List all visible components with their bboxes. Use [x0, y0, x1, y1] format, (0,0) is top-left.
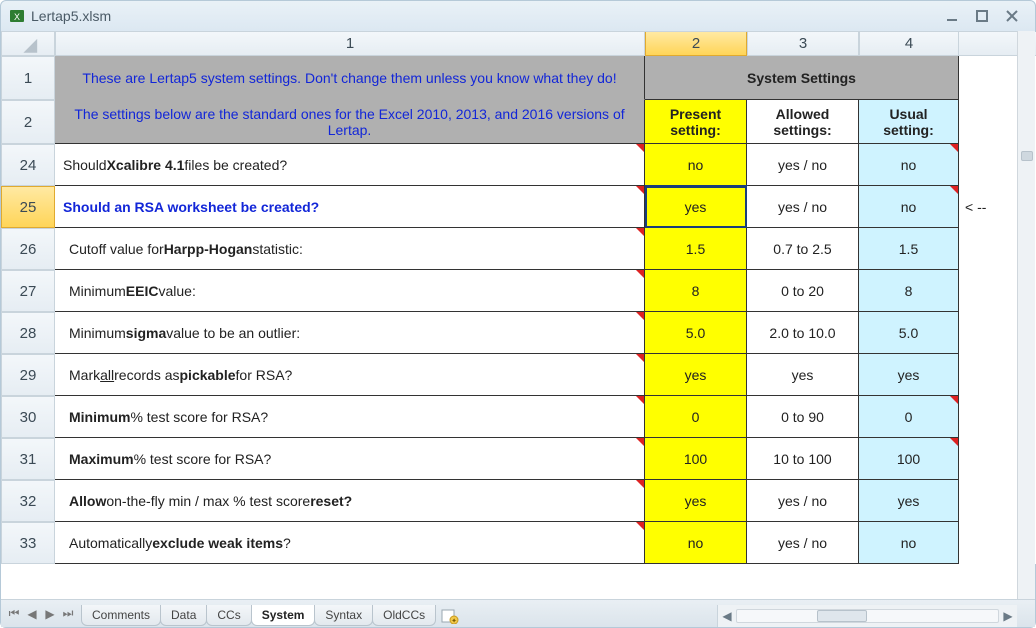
maximize-button[interactable] [967, 6, 997, 26]
tab-first-icon[interactable]: ⏮ [7, 607, 21, 621]
allowed-setting: yes / no [747, 144, 859, 186]
col-header-2[interactable]: 2 [645, 32, 747, 56]
tab-data[interactable]: Data [160, 605, 207, 626]
tab-comments[interactable]: Comments [81, 605, 161, 626]
allowed-setting: 2.0 to 10.0 [747, 312, 859, 354]
header-present: Present setting: [645, 100, 747, 144]
row-header[interactable]: 29 [1, 354, 55, 396]
allowed-setting: 0 to 90 [747, 396, 859, 438]
window: X Lertap5.xlsm 1 2 3 4 1 These are Lerta… [0, 0, 1036, 628]
usual-setting: no [859, 522, 959, 564]
excel-icon: X [9, 8, 25, 24]
usual-setting: no [859, 144, 959, 186]
usual-setting: no [859, 186, 959, 228]
usual-setting: yes [859, 480, 959, 522]
header-allowed: Allowed settings: [747, 100, 859, 144]
settings-subtitle: The settings below are the standard ones… [55, 100, 645, 144]
present-setting[interactable]: 0 [645, 396, 747, 438]
usual-setting: yes [859, 354, 959, 396]
allowed-setting: 0.7 to 2.5 [747, 228, 859, 270]
setting-desc: Mark all records as pickable for RSA? [55, 354, 645, 396]
system-settings-title: System Settings [645, 56, 959, 100]
setting-desc: Automatically exclude weak items? [55, 522, 645, 564]
allowed-setting: yes / no [747, 186, 859, 228]
row-header[interactable]: 31 [1, 438, 55, 480]
col-header-3[interactable]: 3 [747, 32, 859, 56]
present-setting[interactable]: 8 [645, 270, 747, 312]
row-header[interactable]: 33 [1, 522, 55, 564]
row-header[interactable]: 30 [1, 396, 55, 438]
present-setting[interactable]: no [645, 522, 747, 564]
spreadsheet-grid[interactable]: 1 2 3 4 1 These are Lertap5 system setti… [1, 31, 1035, 599]
row-header[interactable]: 24 [1, 144, 55, 186]
row-header-2[interactable]: 2 [1, 100, 55, 144]
setting-desc: Should an RSA worksheet be created? [55, 186, 645, 228]
setting-desc: Allow on-the-fly min / max % test score … [55, 480, 645, 522]
allowed-setting: yes [747, 354, 859, 396]
window-title: Lertap5.xlsm [31, 8, 111, 24]
usual-setting: 1.5 [859, 228, 959, 270]
setting-desc: Cutoff value for Harpp-Hogan statistic: [55, 228, 645, 270]
select-all-corner[interactable] [1, 32, 55, 56]
row-header-1[interactable]: 1 [1, 56, 55, 100]
setting-desc: Maximum % test score for RSA? [55, 438, 645, 480]
present-setting[interactable]: 1.5 [645, 228, 747, 270]
present-setting-selected[interactable]: yes [645, 186, 747, 228]
setting-desc: Minimum EEIC value: [55, 270, 645, 312]
row-header[interactable]: 32 [1, 480, 55, 522]
close-button[interactable] [997, 6, 1027, 26]
row-header[interactable]: 26 [1, 228, 55, 270]
allowed-setting: yes / no [747, 480, 859, 522]
allowed-setting: 0 to 20 [747, 270, 859, 312]
tab-system[interactable]: System [251, 605, 316, 626]
row-header[interactable]: 27 [1, 270, 55, 312]
setting-desc: Minimum % test score for RSA? [55, 396, 645, 438]
tab-oldccs[interactable]: OldCCs [372, 605, 436, 626]
horizontal-scrollbar[interactable]: ◀ ▶ [717, 605, 1017, 627]
scroll-right-icon[interactable]: ▶ [999, 607, 1017, 625]
setting-desc: Minimum sigma value to be an outlier: [55, 312, 645, 354]
titlebar[interactable]: X Lertap5.xlsm [1, 1, 1035, 31]
usual-setting: 8 [859, 270, 959, 312]
present-setting[interactable]: yes [645, 480, 747, 522]
row-header[interactable]: 25 [1, 186, 55, 228]
present-setting[interactable]: 100 [645, 438, 747, 480]
present-setting[interactable]: 5.0 [645, 312, 747, 354]
allowed-setting: yes / no [747, 522, 859, 564]
col-header-1[interactable]: 1 [55, 32, 645, 56]
tab-next-icon[interactable]: ▶ [43, 607, 57, 621]
present-setting[interactable]: yes [645, 354, 747, 396]
row-header[interactable]: 28 [1, 312, 55, 354]
present-setting[interactable]: no [645, 144, 747, 186]
usual-setting: 0 [859, 396, 959, 438]
col-header-4[interactable]: 4 [859, 32, 959, 56]
settings-warning: These are Lertap5 system settings. Don't… [55, 56, 645, 100]
header-usual: Usual setting: [859, 100, 959, 144]
tab-nav: ⏮ ◀ ▶ ⏭ [1, 607, 81, 621]
svg-text:✦: ✦ [451, 617, 457, 624]
allowed-setting: 10 to 100 [747, 438, 859, 480]
setting-desc: Should Xcalibre 4.1 files be created? [55, 144, 645, 186]
sheet-tabs: Comments Data CCs System Syntax OldCCs ✦ [81, 600, 465, 627]
tab-prev-icon[interactable]: ◀ [25, 607, 39, 621]
tab-last-icon[interactable]: ⏭ [61, 607, 75, 621]
sheet-tab-bar: ⏮ ◀ ▶ ⏭ Comments Data CCs System Syntax … [1, 599, 1035, 627]
svg-text:X: X [14, 12, 20, 22]
usual-setting: 5.0 [859, 312, 959, 354]
new-sheet-icon[interactable]: ✦ [435, 608, 465, 627]
minimize-button[interactable] [937, 6, 967, 26]
usual-setting: 100 [859, 438, 959, 480]
tab-syntax[interactable]: Syntax [314, 605, 373, 626]
tab-ccs[interactable]: CCs [206, 605, 251, 626]
scroll-left-icon[interactable]: ◀ [718, 607, 736, 625]
vertical-scrollbar[interactable] [1017, 31, 1035, 599]
